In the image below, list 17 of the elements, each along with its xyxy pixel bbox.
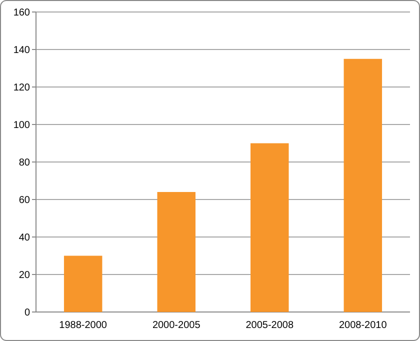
bar <box>250 143 289 312</box>
y-tick-label: 140 <box>13 45 30 56</box>
x-tick-label: 2008-2010 <box>338 320 388 331</box>
x-tick-label: 2000-2005 <box>152 320 201 331</box>
x-tick-label: 2005-2008 <box>246 320 294 331</box>
y-tick-label: 0 <box>24 308 30 318</box>
y-tick-label: 20 <box>18 270 30 281</box>
bar <box>344 58 382 312</box>
bar <box>64 256 102 312</box>
bar <box>157 192 196 312</box>
y-tick-label: 40 <box>18 232 30 244</box>
y-tick-label: 60 <box>18 195 30 206</box>
y-tick-label: 100 <box>13 120 30 131</box>
y-tick-label: 80 <box>18 158 30 168</box>
y-tick-label: 120 <box>13 82 30 94</box>
x-tick-label: 1988-2000 <box>59 320 108 331</box>
y-tick-label: 160 <box>13 8 30 18</box>
